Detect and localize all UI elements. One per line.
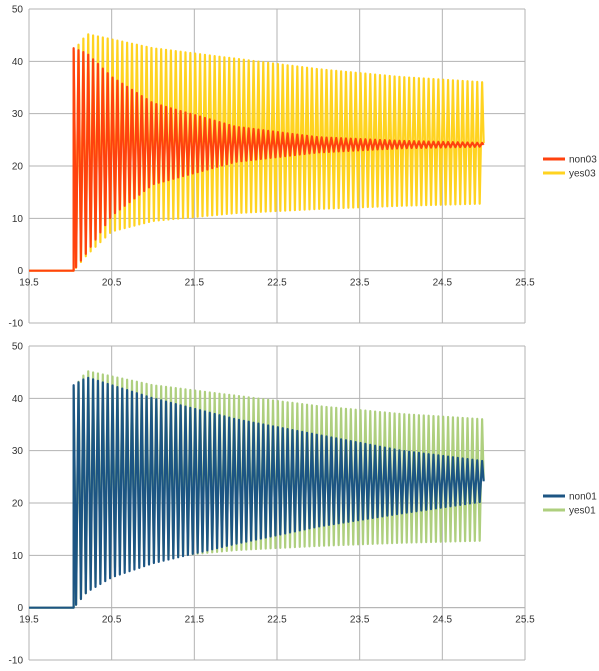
legend-label-yes01: yes01	[569, 506, 596, 517]
legend-label-non03: non03	[569, 155, 597, 166]
x-tick-label: 22.5	[267, 615, 287, 626]
x-tick-label: 25.5	[515, 278, 535, 289]
x-tick-label: 21.5	[185, 615, 205, 626]
y-tick-label: 10	[12, 214, 24, 225]
y-tick-label: 50	[12, 5, 24, 16]
x-tick-label: 25.5	[515, 615, 535, 626]
x-tick-label: 23.5	[350, 615, 370, 626]
y-tick-label: 0	[17, 603, 23, 614]
chart-1: 50 40 30 20 10 0 -10 19.5 20.5 21.5 22.5 23.5 24.5 25…	[9, 5, 598, 330]
y-tick-label: 30	[12, 446, 24, 457]
y-tick-label: 40	[12, 57, 24, 68]
series-line-non01	[29, 376, 485, 609]
x-tick-label: 19.5	[19, 278, 39, 289]
y-tick-label: 10	[12, 551, 24, 562]
y-tick-label: 30	[12, 109, 24, 120]
y-tick-label: 0	[17, 266, 23, 277]
x-tick-label: 21.5	[185, 278, 205, 289]
chart-2: 50 40 30 20 10 0 -10 19.5 20.5 21.5 22.5 23.5 24.5 25…	[9, 342, 598, 667]
legend-label-non01: non01	[569, 492, 597, 503]
x-tick-label: 20.5	[102, 278, 122, 289]
x-tick-label: 23.5	[350, 278, 370, 289]
series-line-non03	[29, 47, 485, 272]
y-tick-label: -10	[9, 319, 24, 330]
x-tick-label: 24.5	[433, 278, 453, 289]
x-tick-label: 22.5	[267, 278, 287, 289]
y-tick-label: 50	[12, 342, 24, 353]
y-tick-label: 20	[12, 499, 24, 510]
legend-label-yes03: yes03	[569, 169, 596, 180]
y-tick-label: 40	[12, 394, 24, 405]
y-tick-label: 20	[12, 162, 24, 173]
x-tick-label: 24.5	[433, 615, 453, 626]
x-tick-label: 19.5	[19, 615, 39, 626]
y-tick-label: -10	[9, 656, 24, 667]
x-tick-label: 20.5	[102, 615, 122, 626]
